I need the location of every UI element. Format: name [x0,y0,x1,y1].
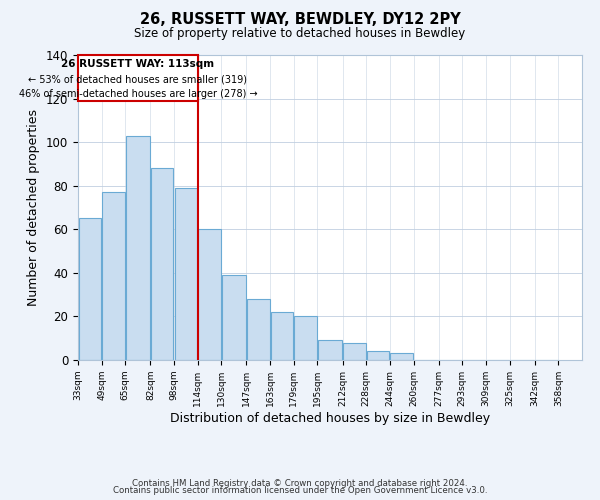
Text: 26 RUSSETT WAY: 113sqm: 26 RUSSETT WAY: 113sqm [61,60,214,70]
Bar [126,136,150,360]
Bar [318,340,342,360]
Bar [222,275,246,360]
Text: ← 53% of detached houses are smaller (319): ← 53% of detached houses are smaller (31… [28,74,247,85]
Text: Size of property relative to detached houses in Bewdley: Size of property relative to detached ho… [134,28,466,40]
Text: Contains public sector information licensed under the Open Government Licence v3: Contains public sector information licen… [113,486,487,495]
Text: 46% of semi-detached houses are larger (278) →: 46% of semi-detached houses are larger (… [19,89,257,99]
Bar [151,168,173,360]
Bar [271,312,293,360]
Bar [367,352,389,360]
X-axis label: Distribution of detached houses by size in Bewdley: Distribution of detached houses by size … [170,412,490,424]
Bar [295,316,317,360]
Bar [175,188,197,360]
Bar [247,299,269,360]
Bar [102,192,125,360]
Bar [79,218,101,360]
Y-axis label: Number of detached properties: Number of detached properties [28,109,40,306]
Bar [391,354,413,360]
FancyBboxPatch shape [78,55,198,101]
Bar [199,230,221,360]
Text: 26, RUSSETT WAY, BEWDLEY, DY12 2PY: 26, RUSSETT WAY, BEWDLEY, DY12 2PY [140,12,460,28]
Text: Contains HM Land Registry data © Crown copyright and database right 2024.: Contains HM Land Registry data © Crown c… [132,478,468,488]
Bar [343,342,365,360]
